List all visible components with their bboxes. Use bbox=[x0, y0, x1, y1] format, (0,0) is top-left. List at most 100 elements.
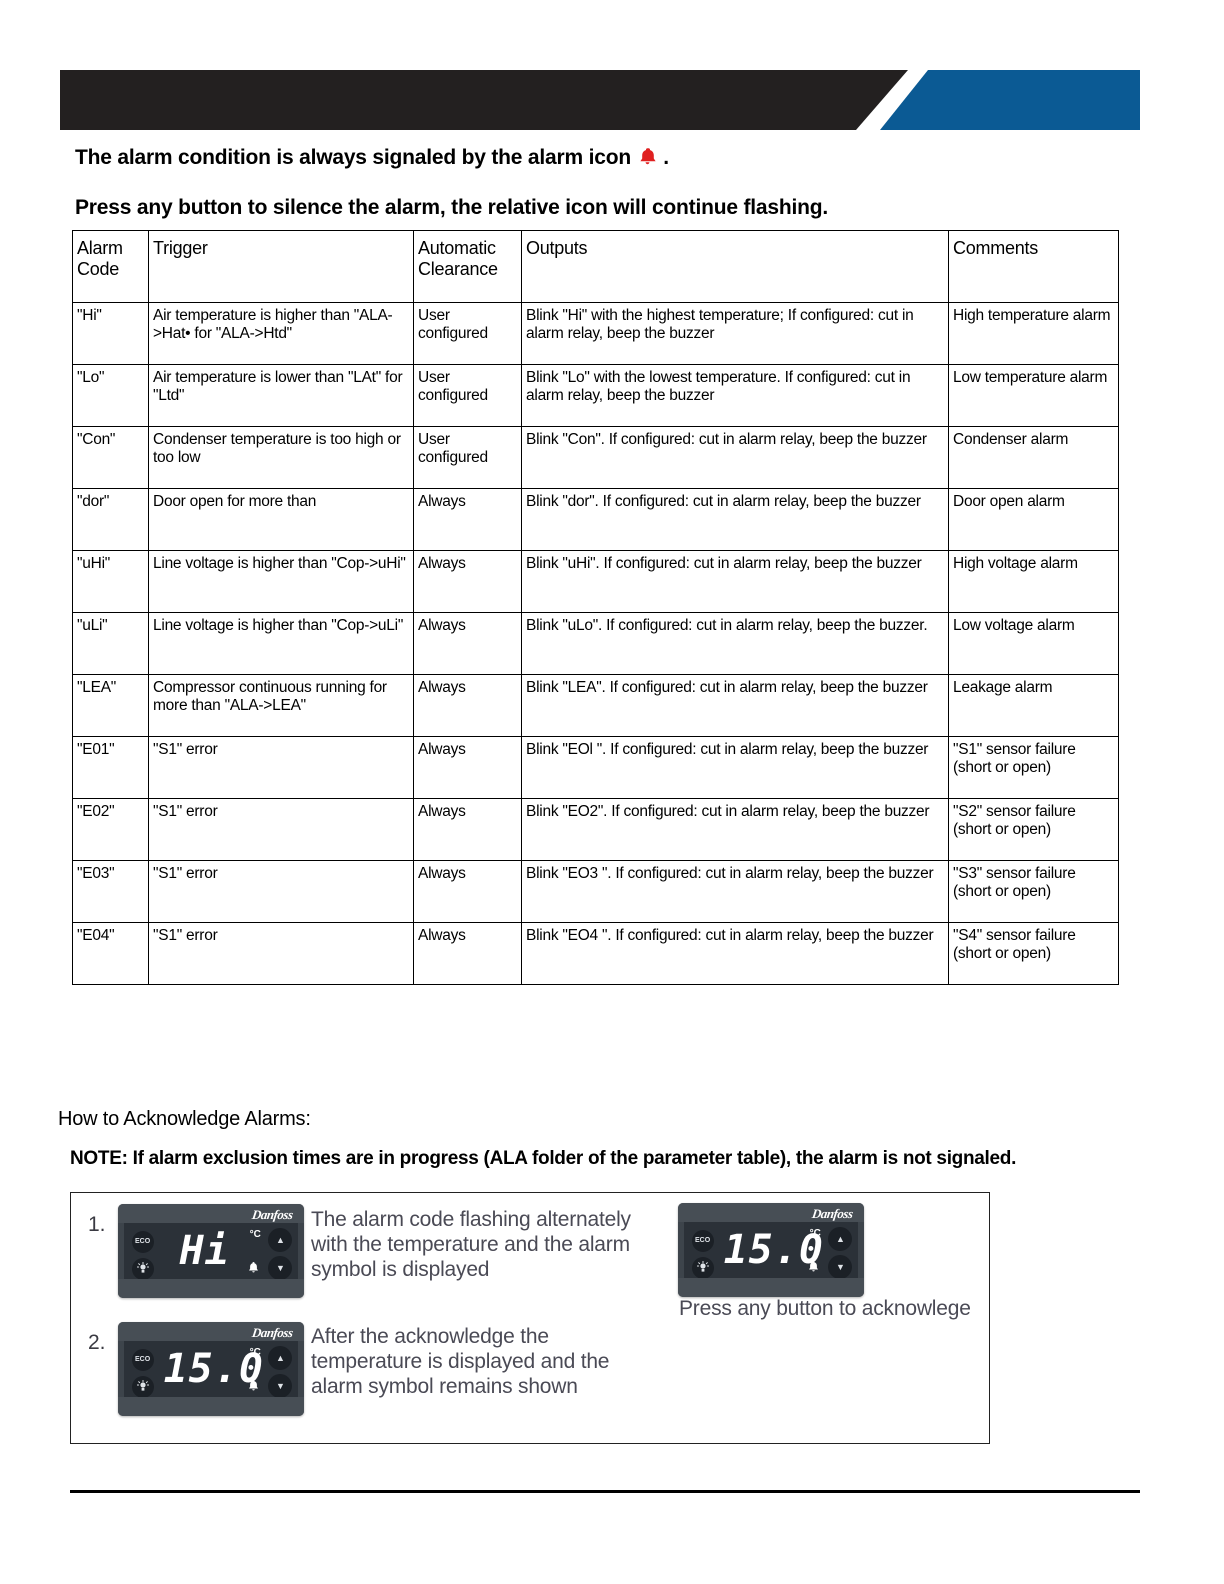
chevron-up-icon: ▲ bbox=[275, 1352, 285, 1363]
chevron-down-icon: ▼ bbox=[835, 1261, 845, 1272]
column-header-outputs: Outputs bbox=[521, 230, 949, 303]
cell-trigger: "S1" error bbox=[148, 736, 414, 799]
header-automatic: Automatic bbox=[418, 238, 496, 258]
step-2-number: 2. bbox=[88, 1331, 106, 1354]
table-row: "E04" "S1" error Always Blink "EO4 ". If… bbox=[72, 922, 1119, 985]
down-arrow-button[interactable]: ▼ bbox=[828, 1254, 853, 1279]
bell-icon bbox=[639, 147, 656, 172]
column-header-comments: Comments bbox=[948, 230, 1119, 303]
cell-outputs: Blink "EO3 ". If configured: cut in alar… bbox=[521, 860, 949, 923]
up-arrow-button[interactable]: ▲ bbox=[828, 1226, 853, 1251]
footer-divider bbox=[70, 1490, 1140, 1493]
cell-comments: Low voltage alarm bbox=[948, 612, 1119, 675]
cell-outputs: Blink "Con". If configured: cut in alarm… bbox=[521, 426, 949, 489]
seven-segment-display: 15.0 bbox=[163, 1345, 264, 1392]
note-label: NOTE: bbox=[70, 1148, 128, 1169]
light-button[interactable] bbox=[131, 1257, 154, 1280]
cell-comments: High temperature alarm bbox=[948, 302, 1119, 365]
table-row: "E02" "S1" error Always Blink "EO2". If … bbox=[72, 798, 1119, 861]
table-row: "uHi" Line voltage is higher than "Cop->… bbox=[72, 550, 1119, 613]
device-bottom-bezel bbox=[678, 1278, 864, 1297]
eco-button-label: ECO bbox=[694, 1237, 711, 1245]
cell-clearance: Always bbox=[413, 860, 522, 923]
up-arrow-button[interactable]: ▲ bbox=[268, 1227, 293, 1252]
eco-button[interactable]: ECO bbox=[691, 1229, 714, 1252]
light-button[interactable] bbox=[691, 1256, 714, 1279]
banner-black-shape bbox=[60, 70, 908, 130]
cell-comments: Low temperature alarm bbox=[948, 364, 1119, 427]
cell-comments: Door open alarm bbox=[948, 488, 1119, 551]
cell-comments: "S3" sensor failure (short or open) bbox=[948, 860, 1119, 923]
cell-alarm-code: "E01" bbox=[72, 736, 149, 799]
cell-clearance: Always bbox=[413, 550, 522, 613]
cell-comments: Leakage alarm bbox=[948, 674, 1119, 737]
cell-outputs: Blink "EO2". If configured: cut in alarm… bbox=[521, 798, 949, 861]
cell-trigger: Condenser temperature is too high or too… bbox=[148, 426, 414, 489]
cell-alarm-code: "dor" bbox=[72, 488, 149, 551]
cell-outputs: Blink "Hi" with the highest temperature;… bbox=[521, 302, 949, 365]
cell-comments: High voltage alarm bbox=[948, 550, 1119, 613]
eco-button[interactable]: ECO bbox=[131, 1230, 154, 1253]
danfoss-logo: Danfoss bbox=[811, 1205, 854, 1221]
chevron-down-icon: ▼ bbox=[275, 1262, 285, 1273]
down-arrow-button[interactable]: ▼ bbox=[268, 1255, 293, 1280]
down-arrow-button[interactable]: ▼ bbox=[268, 1373, 293, 1398]
seven-segment-display: Hi bbox=[179, 1227, 230, 1274]
up-arrow-button[interactable]: ▲ bbox=[268, 1345, 293, 1370]
eco-button-label: ECO bbox=[134, 1356, 151, 1364]
intro-line-1-period: . bbox=[663, 146, 669, 169]
light-bulb-icon bbox=[696, 1260, 709, 1275]
cell-outputs: Blink "EO4 ". If configured: cut in alar… bbox=[521, 922, 949, 985]
cell-alarm-code: "LEA" bbox=[72, 674, 149, 737]
cell-outputs: Blink "EOl ". If configured: cut in alar… bbox=[521, 736, 949, 799]
cell-clearance: Always bbox=[413, 674, 522, 737]
table-row: "Lo" Air temperature is lower than "LAt"… bbox=[72, 364, 1119, 427]
cell-alarm-code: "uLi" bbox=[72, 612, 149, 675]
cell-comments: "S1" sensor failure (short or open) bbox=[948, 736, 1119, 799]
cell-outputs: Blink "dor". If configured: cut in alarm… bbox=[521, 488, 949, 551]
cell-trigger: "S1" error bbox=[148, 798, 414, 861]
header-clearance: Clearance bbox=[418, 259, 498, 280]
cell-outputs: Blink "uHi". If configured: cut in alarm… bbox=[521, 550, 949, 613]
page-header-banner bbox=[60, 70, 1140, 130]
cell-trigger: Line voltage is higher than "Cop->uHi" bbox=[148, 550, 414, 613]
column-header-alarm-code: Alarm Code bbox=[72, 230, 149, 303]
step-1-text: The alarm code flashing alternately with… bbox=[311, 1208, 631, 1281]
bell-indicator-icon bbox=[248, 1260, 259, 1278]
cell-trigger: Door open for more than bbox=[148, 488, 414, 551]
device-bottom-bezel bbox=[118, 1279, 304, 1298]
note-line: NOTE: If alarm exclusion times are in pr… bbox=[70, 1148, 1016, 1170]
bell-indicator-icon bbox=[808, 1259, 819, 1277]
intro-line-1-text: The alarm condition is always signaled b… bbox=[75, 146, 631, 169]
column-header-automatic-clearance: Automatic Clearance bbox=[413, 230, 522, 303]
cell-clearance: User configured bbox=[413, 302, 522, 365]
cell-trigger: Compressor continuous running for more t… bbox=[148, 674, 414, 737]
eco-button[interactable]: ECO bbox=[131, 1348, 154, 1371]
table-row: "E01" "S1" error Always Blink "EOl ". If… bbox=[72, 736, 1119, 799]
chevron-down-icon: ▼ bbox=[275, 1380, 285, 1391]
seven-segment-display: 15.0 bbox=[723, 1226, 824, 1273]
cell-trigger: "S1" error bbox=[148, 860, 414, 923]
cell-alarm-code: "Hi" bbox=[72, 302, 149, 365]
cell-alarm-code: "E04" bbox=[72, 922, 149, 985]
table-body: "Hi" Air temperature is higher than "ALA… bbox=[72, 302, 1119, 985]
light-button[interactable] bbox=[131, 1375, 154, 1398]
banner-graphic bbox=[60, 70, 1140, 130]
cell-clearance: User configured bbox=[413, 426, 522, 489]
table-row: "LEA" Compressor continuous running for … bbox=[72, 674, 1119, 737]
cell-comments: "S4" sensor failure (short or open) bbox=[948, 922, 1119, 985]
cell-alarm-code: "Lo" bbox=[72, 364, 149, 427]
howto-heading: How to Acknowledge Alarms: bbox=[58, 1108, 311, 1130]
controller-device-step-1: Danfoss ECO Hi °C bbox=[118, 1204, 304, 1298]
danfoss-logo: Danfoss bbox=[251, 1324, 294, 1340]
cell-clearance: User configured bbox=[413, 364, 522, 427]
intro-line-2: Press any button to silence the alarm, t… bbox=[75, 196, 829, 219]
light-bulb-icon bbox=[136, 1379, 149, 1394]
table-row: "Hi" Air temperature is higher than "ALA… bbox=[72, 302, 1119, 365]
column-header-trigger: Trigger bbox=[148, 230, 414, 303]
table-header-row: Alarm Code Trigger Automatic Clearance O… bbox=[72, 230, 1119, 303]
cell-alarm-code: "E03" bbox=[72, 860, 149, 923]
device-face: ECO 15.0 °C bbox=[683, 1221, 859, 1279]
controller-device-step-2: Danfoss ECO 15.0 °C bbox=[118, 1322, 304, 1416]
cell-comments: "S2" sensor failure (short or open) bbox=[948, 798, 1119, 861]
